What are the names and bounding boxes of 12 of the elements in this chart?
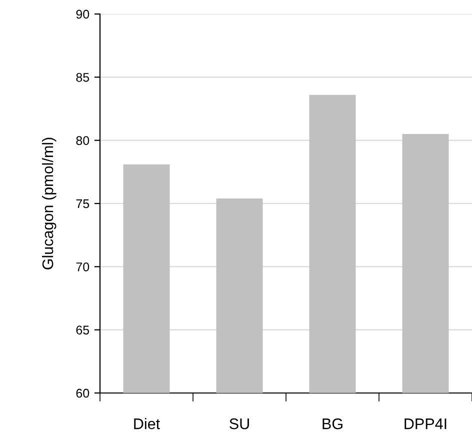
x-tick-label: BG [322,418,342,430]
x-tick-label: SU [230,418,249,430]
y-tick-label: 90 [76,10,90,19]
y-tick-label: 70 [76,262,90,272]
y-axis-title: Glucagon (pmol/ml) [42,138,56,270]
y-tick-label: 85 [76,72,90,82]
y-tick-label: 60 [76,388,90,398]
x-tick-label: DPP4I [404,418,446,430]
y-tick-label: 65 [76,326,90,334]
x-tick-label: Diet [134,418,160,430]
y-tick-label: 80 [76,136,90,145]
y-tick-label: 75 [76,199,90,208]
